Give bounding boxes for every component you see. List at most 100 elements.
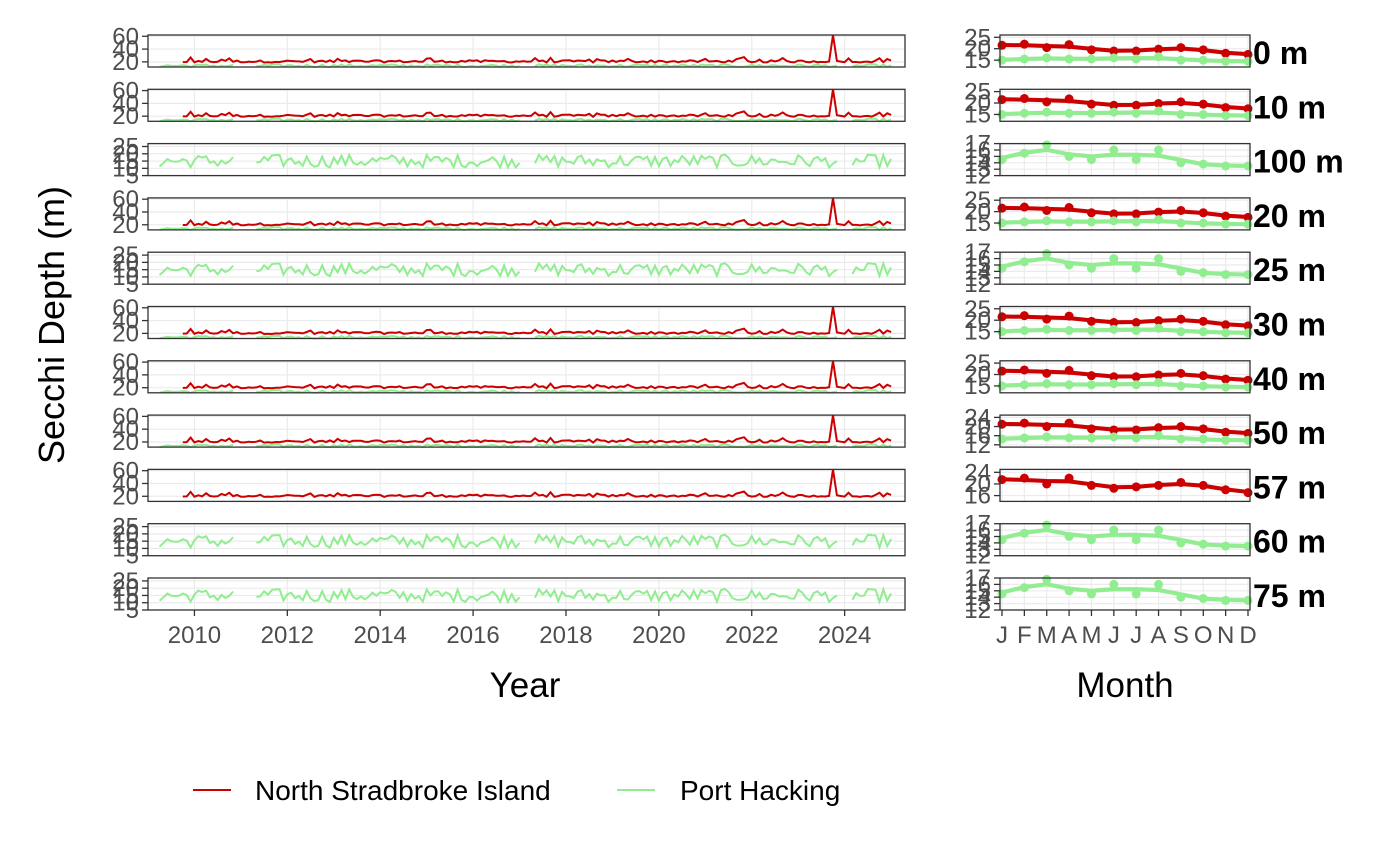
- month-point-40m-ph: [1198, 381, 1208, 391]
- month-point-10m-ph: [1131, 108, 1141, 118]
- y-tick-label-month: 15: [964, 143, 991, 170]
- y-tick-label: 60: [112, 78, 139, 105]
- facet-strip-label: 60 m: [1253, 524, 1326, 560]
- month-point-10m-ph: [1154, 106, 1164, 116]
- month-point-60m-ph: [1042, 520, 1052, 530]
- y-tick-label: 20: [112, 375, 139, 402]
- y-tick-label: 20: [112, 212, 139, 239]
- month-point-57m-nsi: [1086, 480, 1096, 490]
- month-panel-frame-0m: [999, 34, 1251, 68]
- y-tick-label-month: 20: [964, 362, 991, 389]
- month-point-50m-ph: [1243, 435, 1253, 445]
- y-tick-label-month: 24: [964, 459, 991, 486]
- month-panel-frame-57m: [999, 468, 1251, 503]
- series-line-40m-nsi: [182, 360, 892, 390]
- month-point-100m-ph: [1198, 159, 1208, 169]
- month-point-10m-nsi: [1198, 99, 1208, 109]
- month-point-0m-nsi: [1109, 46, 1119, 56]
- facet-strip-label: 40 m: [1253, 361, 1326, 397]
- series-line-100m-ph: [158, 151, 892, 171]
- x-tick-label-year: 2022: [725, 622, 778, 649]
- month-point-60m-ph: [1243, 541, 1253, 551]
- month-point-100m-ph: [1019, 148, 1029, 158]
- month-point-0m-nsi: [1198, 45, 1208, 55]
- month-point-60m-ph: [1109, 525, 1119, 535]
- month-point-10m-ph: [1042, 107, 1052, 117]
- x-tick-label-year: 2012: [261, 622, 314, 649]
- month-point-60m-ph: [1154, 525, 1164, 535]
- month-point-57m-nsi: [997, 475, 1007, 485]
- month-point-0m-nsi: [1086, 45, 1096, 55]
- panel-frame-0m: [147, 34, 906, 68]
- y-tick-label-month: 25: [964, 24, 991, 51]
- facet-strip-label: 50 m: [1253, 415, 1326, 451]
- y-tick-label-month: 16: [964, 137, 991, 164]
- y-tick-label: 5: [126, 163, 139, 190]
- x-tick-label-year: 2024: [818, 622, 871, 649]
- month-point-50m-ph: [1064, 433, 1074, 443]
- month-point-100m-ph: [1131, 155, 1141, 165]
- month-point-75m-ph: [1064, 586, 1074, 596]
- month-panel-frame-50m: [999, 414, 1251, 448]
- month-point-40m-nsi: [1198, 371, 1208, 381]
- month-point-25m-ph: [1042, 248, 1052, 258]
- month-point-0m-nsi: [1131, 46, 1141, 56]
- series-line-75m-ph: [158, 586, 892, 606]
- y-tick-label-month: 25: [964, 79, 991, 106]
- month-point-50m-nsi: [1221, 427, 1231, 437]
- month-point-30m-nsi: [1086, 316, 1096, 326]
- y-tick-label: 40: [112, 90, 139, 117]
- panel-frame-30m: [147, 305, 906, 340]
- month-point-20m-nsi: [1154, 207, 1164, 217]
- month-point-20m-ph: [1131, 217, 1141, 227]
- series-line-0m-ph: [159, 63, 892, 69]
- month-point-40m-nsi: [1221, 374, 1231, 384]
- month-point-0m-nsi: [1154, 44, 1164, 54]
- month-point-20m-nsi: [1064, 203, 1074, 212]
- x-tick-label-year: 2016: [446, 622, 499, 649]
- month-point-30m-ph: [1131, 326, 1141, 335]
- y-tick-label-month: 15: [964, 578, 991, 605]
- month-point-30m-ph: [1154, 323, 1164, 333]
- x-tick-label-month: M: [1037, 622, 1057, 649]
- month-point-40m-ph: [1176, 381, 1186, 391]
- y-tick-label-month: 15: [964, 210, 991, 237]
- month-point-20m-nsi: [1221, 211, 1231, 221]
- series-line-50m-ph: [159, 443, 892, 449]
- month-point-40m-nsi: [1019, 365, 1029, 375]
- month-point-30m-nsi: [1064, 311, 1074, 321]
- smooth-line-25m-ph: [1001, 256, 1249, 277]
- month-point-0m-ph: [1064, 54, 1074, 64]
- x-axis-title-year: Year: [490, 666, 561, 705]
- y-tick-label-month: 16: [964, 246, 991, 273]
- y-tick-label: 20: [112, 103, 139, 130]
- legend: North Stradbroke Island Port Hacking: [193, 775, 840, 806]
- y-tick-label: 40: [112, 199, 139, 226]
- month-point-20m-nsi: [1086, 208, 1096, 218]
- month-point-40m-ph: [1154, 378, 1164, 388]
- month-point-57m-nsi: [1109, 483, 1119, 493]
- month-point-50m-nsi: [1064, 418, 1074, 428]
- x-tick-label-month: A: [1061, 622, 1077, 649]
- month-point-57m-nsi: [1019, 473, 1029, 483]
- facet-strip-label: 25 m: [1253, 252, 1326, 288]
- month-point-20m-nsi: [1109, 209, 1119, 219]
- month-point-57m-nsi: [1042, 479, 1052, 489]
- month-point-10m-ph: [1109, 107, 1119, 117]
- month-point-10m-nsi: [1131, 100, 1141, 110]
- month-point-20m-ph: [1221, 219, 1231, 229]
- month-point-40m-nsi: [1109, 372, 1119, 382]
- month-point-57m-nsi: [1221, 485, 1231, 495]
- month-point-75m-ph: [1042, 574, 1052, 584]
- y-tick-label-month: 13: [964, 265, 991, 292]
- y-tick-label-month: 12: [964, 597, 991, 624]
- x-tick-label-month: S: [1173, 622, 1189, 649]
- month-point-40m-ph: [1086, 380, 1096, 390]
- series-line-10m-ph: [159, 117, 892, 123]
- month-point-100m-ph: [1109, 145, 1119, 155]
- month-point-40m-ph: [1221, 382, 1231, 392]
- y-tick-label-month: 14: [964, 584, 991, 611]
- month-point-60m-ph: [1176, 538, 1186, 548]
- month-point-10m-nsi: [1019, 93, 1029, 103]
- facet-strip-label: 100 m: [1253, 144, 1344, 180]
